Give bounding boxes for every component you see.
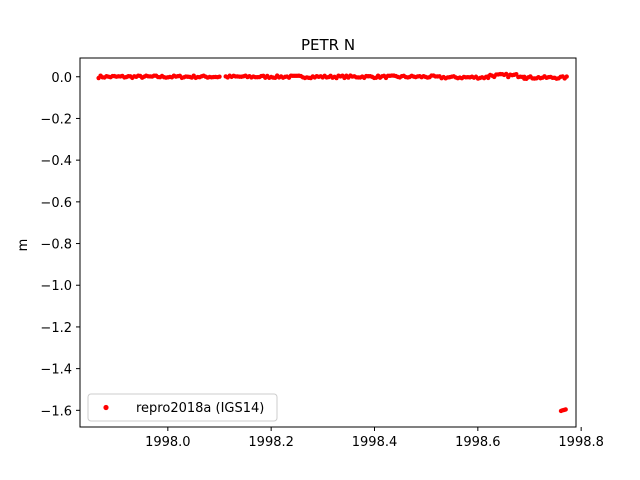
y-tick-label: −1.2 (40, 321, 72, 336)
x-tick-label: 1998.2 (248, 435, 294, 450)
data-point (504, 71, 509, 77)
data-point (217, 74, 222, 79)
data-point-outlier (563, 407, 568, 412)
axes-frame (79, 57, 577, 428)
x-tick-label: 1998.0 (145, 435, 191, 450)
y-tick-label: −0.8 (40, 238, 72, 253)
legend-marker (103, 404, 109, 411)
chart-title: PETR N (301, 36, 355, 54)
y-tick-label: −1.0 (40, 279, 72, 294)
data-point (564, 74, 569, 79)
y-axis-label: m (16, 239, 31, 252)
x-tick-label: 1998.6 (455, 435, 501, 450)
legend-label: repro2018a (IGS14) (136, 401, 264, 416)
legend-box (87, 393, 278, 422)
y-tick-label: −0.6 (40, 196, 72, 211)
x-tick-label: 1998.4 (352, 435, 398, 450)
plot-area (79, 57, 577, 428)
axis-ticks: 1998.0 1998.2 1998.4 1998.6 1998.8 0.0 −0.2 −0.… (40, 71, 603, 450)
y-tick-label: −1.6 (40, 404, 72, 419)
y-tick-label: 0.0 (51, 71, 72, 86)
y-tick-label: −1.4 (40, 363, 72, 378)
y-tick-label: −0.2 (40, 112, 72, 127)
y-tick-label: −0.4 (40, 154, 72, 169)
x-tick-label: 1998.8 (558, 435, 604, 450)
legend: repro2018a (IGS14) (87, 393, 278, 422)
